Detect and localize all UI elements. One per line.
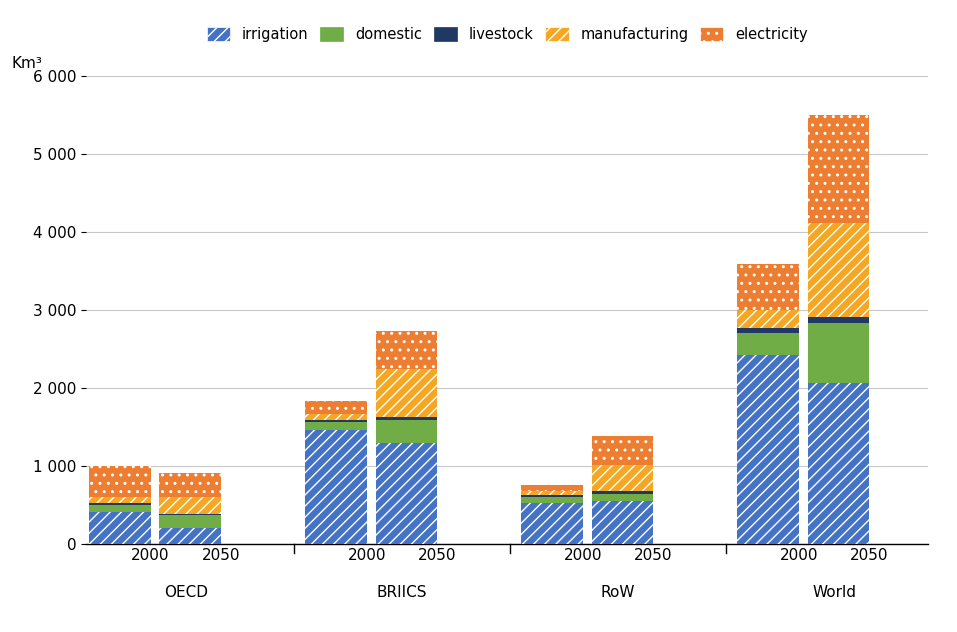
Bar [160, 528, 221, 544]
Bar [737, 333, 799, 355]
Text: BRIICS: BRIICS [377, 585, 427, 600]
Bar [591, 436, 654, 465]
Bar [591, 436, 654, 465]
Bar [305, 401, 367, 413]
Bar [305, 413, 367, 420]
Bar [522, 485, 583, 491]
Bar [160, 497, 221, 514]
Bar [522, 491, 583, 495]
Bar [591, 491, 654, 494]
Bar [89, 466, 150, 497]
Bar [160, 528, 221, 544]
Bar [591, 465, 654, 491]
Bar [737, 310, 799, 328]
Text: OECD: OECD [164, 585, 208, 600]
Bar [160, 514, 221, 516]
Bar [737, 264, 799, 310]
Bar [89, 497, 150, 503]
Bar [89, 513, 150, 544]
Bar [305, 430, 367, 544]
Bar [376, 331, 437, 369]
Bar [376, 369, 437, 418]
Bar [305, 430, 367, 544]
Bar [808, 115, 870, 223]
Bar [160, 473, 221, 497]
Bar [376, 420, 437, 442]
Bar [737, 264, 799, 310]
Bar [808, 384, 870, 544]
Bar [376, 418, 437, 420]
Bar [522, 491, 583, 495]
Bar [305, 422, 367, 430]
Bar [737, 328, 799, 333]
Bar [591, 465, 654, 491]
Bar [376, 331, 437, 369]
Bar [376, 369, 437, 418]
Text: RoW: RoW [601, 585, 635, 600]
Bar [376, 442, 437, 544]
Bar [737, 310, 799, 328]
Bar [305, 401, 367, 413]
Bar [522, 485, 583, 491]
Bar [160, 497, 221, 514]
Bar [522, 503, 583, 544]
Bar [522, 503, 583, 544]
Bar [376, 442, 437, 544]
Text: World: World [812, 585, 857, 600]
Bar [89, 503, 150, 504]
Bar [160, 516, 221, 528]
Bar [89, 466, 150, 497]
Legend: irrigation, domestic, livestock, manufacturing, electricity: irrigation, domestic, livestock, manufac… [202, 22, 812, 46]
Bar [808, 223, 870, 317]
Bar [522, 495, 583, 497]
Y-axis label: Km³: Km³ [11, 56, 43, 71]
Bar [808, 223, 870, 317]
Bar [522, 497, 583, 503]
Bar [808, 384, 870, 544]
Bar [89, 513, 150, 544]
Bar [305, 413, 367, 420]
Bar [591, 501, 654, 544]
Bar [89, 504, 150, 513]
Bar [160, 473, 221, 497]
Bar [591, 494, 654, 501]
Bar [808, 322, 870, 384]
Bar [808, 317, 870, 322]
Bar [305, 420, 367, 422]
Bar [591, 501, 654, 544]
Bar [737, 355, 799, 544]
Bar [89, 497, 150, 503]
Bar [737, 355, 799, 544]
Bar [808, 115, 870, 223]
